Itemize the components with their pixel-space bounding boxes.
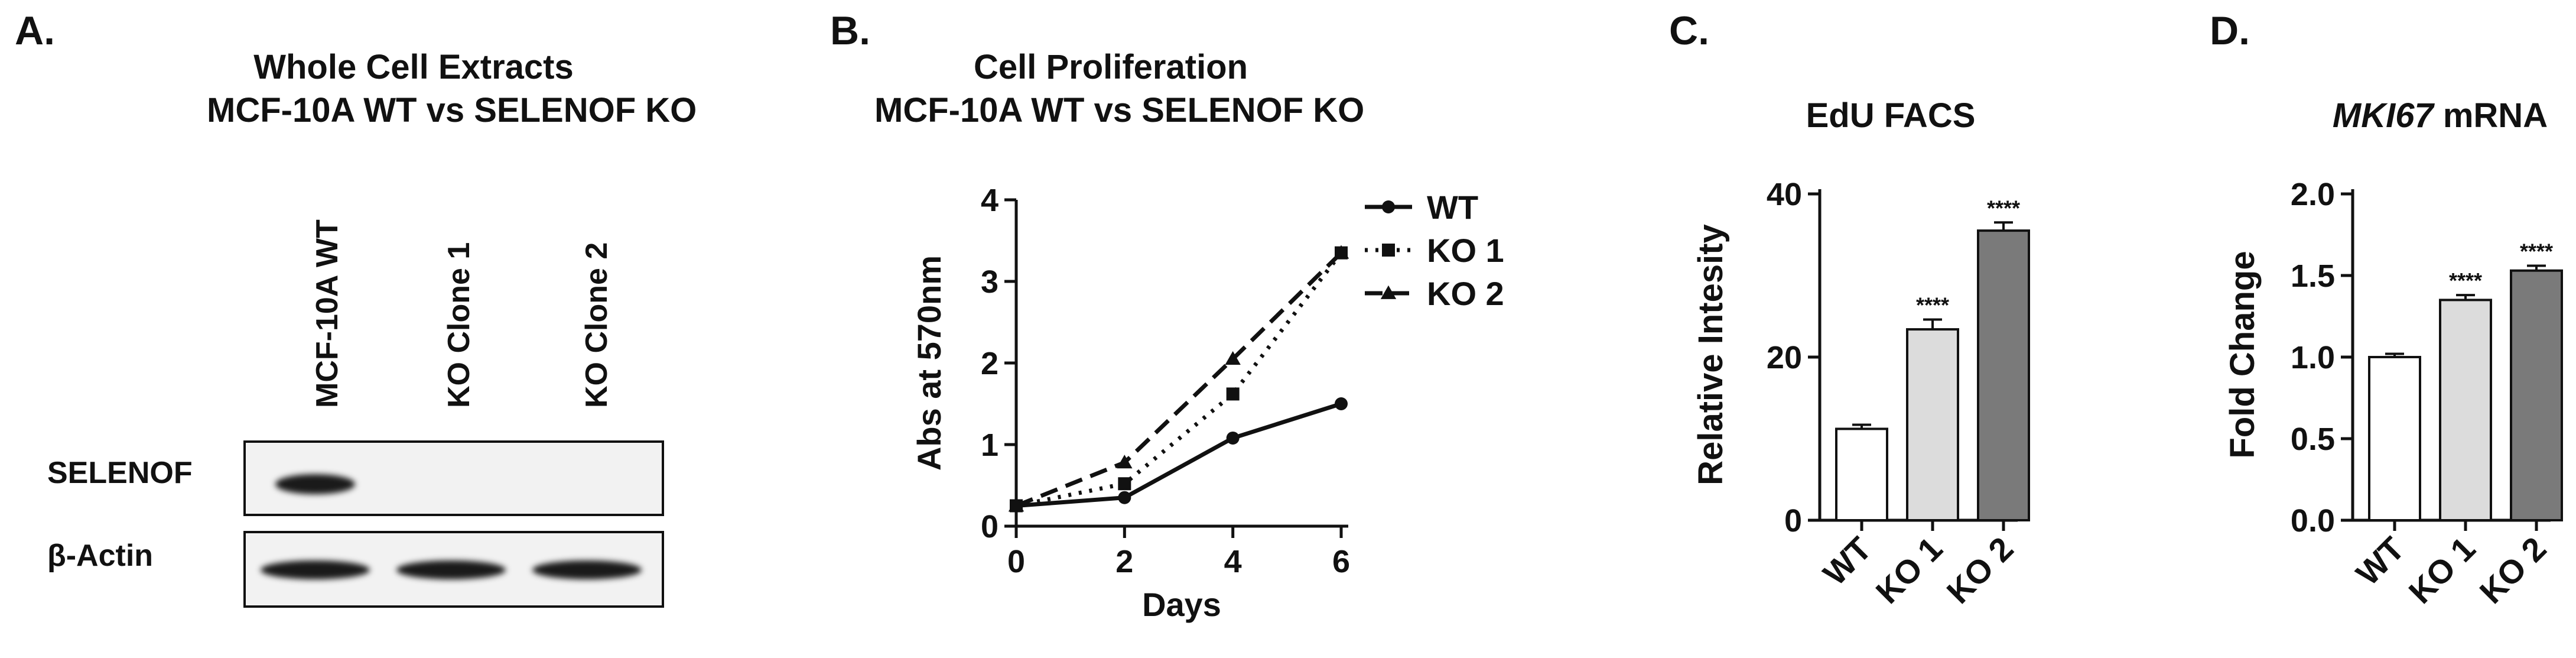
edu-ytick-label: 40 xyxy=(1767,177,1802,212)
mki67-chart-title: MKI67 mRNA xyxy=(2292,95,2576,138)
edu-ylabel: Relative Intesity xyxy=(1692,224,1730,485)
mki-ytick-label: 1.5 xyxy=(2291,258,2335,294)
series-point-ko2 xyxy=(1225,351,1241,365)
band-selenof-wt xyxy=(275,474,355,494)
edu-bars: **** **** xyxy=(1835,196,2030,521)
line-chart-ytick-label: 1 xyxy=(981,427,998,463)
mki-xtick-label-ko2: KO 2 xyxy=(2473,530,2554,611)
band-actin-ko2 xyxy=(532,560,642,579)
panel-c-letter: C. xyxy=(1669,8,1709,53)
blot-selenof xyxy=(243,440,664,516)
series-point-ko2 xyxy=(1333,245,1349,259)
blot-title-line2: MCF-10A WT vs SELENOF KO xyxy=(207,90,697,129)
line-chart-xtick-label: 6 xyxy=(1332,544,1350,579)
panel-b-letter: B. xyxy=(830,8,870,53)
mki-bar-ko2 xyxy=(2510,269,2563,521)
line-chart-xtick-label: 4 xyxy=(1224,544,1242,579)
line-chart-yticks: 0 1 2 3 4 xyxy=(981,183,1016,544)
mki67-ylabel: Fold Change xyxy=(2223,251,2262,458)
series-point-ko2 xyxy=(1008,498,1024,512)
edu-xtick-label-ko1: KO 1 xyxy=(1869,530,1950,611)
edu-ytick-label: 0 xyxy=(1784,503,1802,539)
row-label-selenof: SELENOF xyxy=(47,456,193,490)
edu-bar-ko1 xyxy=(1906,328,1959,521)
mki-ytick-label: 0.0 xyxy=(2291,503,2335,539)
series-point-ko2 xyxy=(1117,455,1133,469)
line-chart-title-line1: Cell Proliferation xyxy=(973,48,1248,86)
edu-significance-ko2: **** xyxy=(1987,196,2020,220)
lane-label-ko1: KO Clone 1 xyxy=(442,242,476,408)
edu-bar-wt xyxy=(1835,427,1888,521)
series-point-ko1 xyxy=(1118,477,1131,491)
mki67-title-italic: MKI67 xyxy=(2332,96,2434,135)
edu-xtick-label-ko2: KO 2 xyxy=(1940,530,2021,611)
legend-marker-ko1 xyxy=(1382,244,1395,257)
line-chart-ytick-label: 3 xyxy=(981,264,998,300)
band-actin-ko1 xyxy=(396,560,506,579)
legend-marker-ko2 xyxy=(1380,285,1397,299)
line-chart-title-line2: MCF-10A WT vs SELENOF KO xyxy=(874,90,1365,129)
edu-ytick-label: 20 xyxy=(1767,340,1802,375)
series-point-ko1 xyxy=(1226,387,1240,401)
line-chart-xtick-label: 2 xyxy=(1115,544,1133,579)
mki-significance-ko1: **** xyxy=(2449,268,2482,293)
legend-marker-wt xyxy=(1382,200,1395,213)
edu-significance-ko1: **** xyxy=(1916,293,1949,317)
edu-bar-ko2 xyxy=(1977,229,2030,521)
line-chart-series xyxy=(1008,245,1349,513)
mki-ytick-label: 0.5 xyxy=(2291,422,2335,457)
series-point-wt xyxy=(1118,491,1131,504)
line-chart-xtick-label: 0 xyxy=(1007,544,1025,579)
mki67-bars: **** **** xyxy=(2368,239,2563,521)
mki-bar-ko1 xyxy=(2439,299,2492,521)
band-actin-wt xyxy=(261,560,370,579)
series-line-ko1 xyxy=(1016,251,1343,508)
line-chart-ytick-label: 0 xyxy=(981,509,998,544)
mki-ytick-label: 1.0 xyxy=(2291,340,2335,375)
mki67-yticks: 0.0 0.5 1.0 1.5 2.0 xyxy=(2291,177,2353,539)
panel-a-letter: A. xyxy=(15,8,55,53)
series-line-wt xyxy=(1016,401,1342,508)
legend-label-wt: WT xyxy=(1427,189,1478,226)
lane-label-ko2: KO Clone 2 xyxy=(580,242,614,408)
blot-title-line1: Whole Cell Extracts xyxy=(253,48,574,86)
mki-ytick-label: 2.0 xyxy=(2291,177,2335,212)
blot-title: Whole Cell Extracts MCF-10A WT vs SELENO… xyxy=(207,46,697,132)
line-chart-xlabel: Days xyxy=(1142,586,1221,623)
row-label-actin: β-Actin xyxy=(47,539,154,573)
series-line-ko2 xyxy=(1015,251,1343,508)
line-chart-axes xyxy=(1014,200,1348,528)
blot-actin xyxy=(243,531,664,608)
line-chart-ytick-label: 2 xyxy=(981,346,998,381)
mki-significance-ko2: **** xyxy=(2520,239,2553,263)
panel-d-letter: D. xyxy=(2210,8,2250,53)
mki-xtick-label-ko1: KO 1 xyxy=(2402,530,2483,611)
edu-chart-title: EdU FACS xyxy=(1806,96,1976,135)
line-chart-xticks: 0 2 4 6 xyxy=(1007,526,1350,579)
line-chart: 0 1 2 3 4 0 2 4 6 Abs at 570nm Days WT KO 1 KO 2 xyxy=(910,183,1504,623)
edu-yticks: 0 20 40 xyxy=(1767,177,1820,539)
line-chart-legend: WT KO 1 KO 2 xyxy=(1365,189,1504,312)
series-point-wt xyxy=(1226,431,1240,445)
lane-label-wt: MCF-10A WT xyxy=(310,219,344,408)
legend-label-ko2: KO 2 xyxy=(1427,275,1504,312)
line-chart-ylabel: Abs at 570nm xyxy=(910,255,948,471)
series-point-wt xyxy=(1335,397,1348,410)
line-chart-title: Cell Proliferation MCF-10A WT vs SELENOF… xyxy=(874,46,1365,132)
mki-bar-wt xyxy=(2368,356,2421,521)
legend-label-ko1: KO 1 xyxy=(1427,232,1504,269)
line-chart-ytick-label: 4 xyxy=(981,183,998,218)
mki67-title-rest: mRNA xyxy=(2433,96,2548,135)
